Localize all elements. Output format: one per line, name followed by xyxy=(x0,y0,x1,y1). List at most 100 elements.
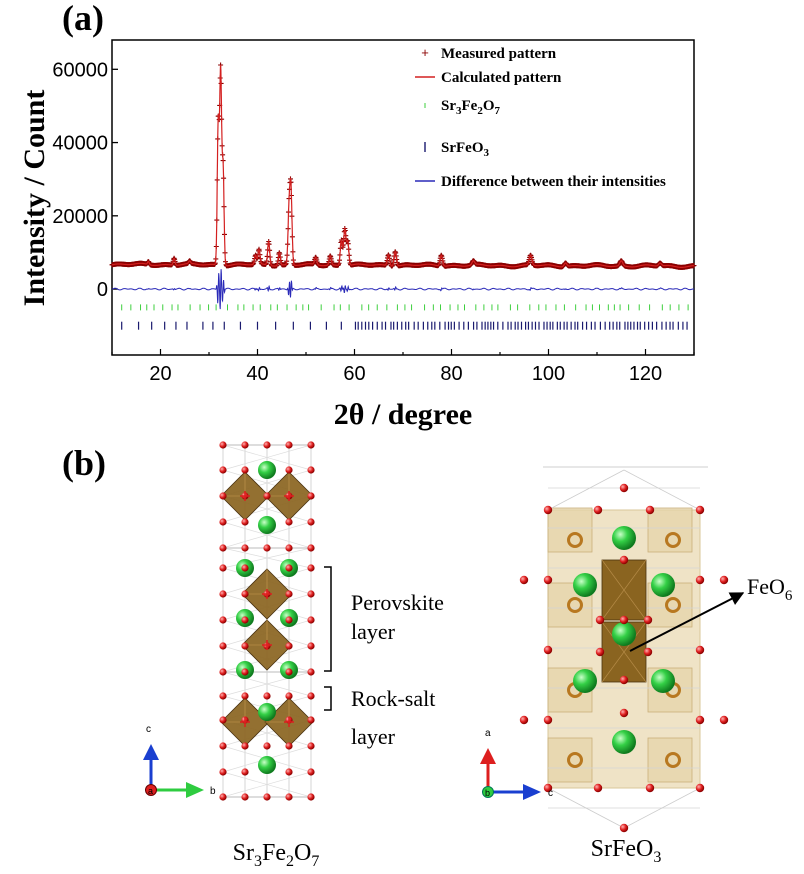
sr3fe2o7-caption: Sr3Fe2O7 xyxy=(233,840,320,870)
o-atom xyxy=(219,492,227,500)
o-atom xyxy=(285,793,293,801)
o-atom xyxy=(307,716,315,724)
right-axis-a-label: a xyxy=(485,728,491,739)
fe-atom xyxy=(240,491,250,501)
rocksalt-bracket xyxy=(324,686,332,711)
octahedron-tile xyxy=(647,737,693,783)
sr-atom xyxy=(258,461,276,479)
sr-atom xyxy=(612,526,636,550)
bond-line xyxy=(222,444,312,471)
o-atom xyxy=(219,590,227,598)
o-atom xyxy=(219,642,227,650)
o-atom xyxy=(241,692,249,700)
legend-difference-label: Difference between their intensities xyxy=(441,174,666,190)
fe-atom xyxy=(284,717,294,727)
left-axis-a-label: a xyxy=(148,786,153,796)
o-atom xyxy=(593,783,603,793)
y-tick-label: 20000 xyxy=(52,206,108,228)
x-tick-label: 120 xyxy=(629,363,662,385)
o-atom xyxy=(285,768,293,776)
o-atom xyxy=(285,544,293,552)
fe-atom xyxy=(665,752,681,768)
legend-srfeo3-label: SrFeO3 xyxy=(441,140,490,159)
o-atom xyxy=(285,616,293,624)
o-atom xyxy=(219,668,227,676)
o-atom xyxy=(645,505,655,515)
bond-line xyxy=(547,469,625,511)
srfeo3-structure xyxy=(519,466,729,833)
o-atom xyxy=(619,708,629,718)
o-atom xyxy=(719,575,729,585)
fe-atom xyxy=(665,597,681,613)
o-atom xyxy=(619,615,629,625)
o-atom xyxy=(307,642,315,650)
plot-frame xyxy=(111,39,695,356)
chart-legend: + Measured pattern Calculated pattern Sr… xyxy=(415,45,666,190)
fe-atom xyxy=(665,532,681,548)
o-atom xyxy=(695,645,705,655)
o-atom xyxy=(719,715,729,725)
o-atom xyxy=(241,518,249,526)
bond-line xyxy=(623,469,701,511)
o-atom xyxy=(307,492,315,500)
perovskite-label-line1: Perovskite xyxy=(351,590,444,615)
o-atom xyxy=(695,783,705,793)
rocksalt-label-line1: Rock-salt xyxy=(351,686,435,711)
o-atom xyxy=(219,716,227,724)
sr-atom xyxy=(258,756,276,774)
o-atom xyxy=(307,768,315,776)
o-atom xyxy=(241,616,249,624)
x-tick-label: 40 xyxy=(246,363,268,385)
o-atom xyxy=(219,692,227,700)
perovskite-label-line2: layer xyxy=(351,619,396,644)
o-atom xyxy=(219,441,227,449)
left-axis-c-arrowhead xyxy=(143,744,159,760)
o-atom xyxy=(219,616,227,624)
o-atom xyxy=(219,518,227,526)
o-atom xyxy=(619,675,629,685)
sr-atom xyxy=(258,516,276,534)
left-axis-a-origin xyxy=(145,784,157,796)
o-atom xyxy=(285,742,293,750)
o-atom xyxy=(219,768,227,776)
o-atom xyxy=(307,616,315,624)
y-tick-label: 60000 xyxy=(52,59,108,81)
y-axis-label: Intensity / Count xyxy=(18,90,51,307)
xrd-chart: 0 20000 40000 60000 20 40 60 80 100 120 xyxy=(52,39,697,385)
o-atom xyxy=(307,668,315,676)
o-atom xyxy=(219,466,227,474)
difference-curve xyxy=(111,269,694,310)
o-atom xyxy=(285,518,293,526)
sr-atom xyxy=(651,573,675,597)
o-atom xyxy=(543,783,553,793)
x-tick-label: 20 xyxy=(149,363,171,385)
o-atom xyxy=(695,715,705,725)
o-atom xyxy=(619,483,629,493)
o-atom xyxy=(241,668,249,676)
feo6-arrow xyxy=(629,592,745,652)
feo6-label: FeO6 xyxy=(747,574,793,604)
o-atom xyxy=(643,615,653,625)
x-axis-ticks: 20 40 60 80 100 120 xyxy=(111,349,695,385)
o-atom xyxy=(241,441,249,449)
bragg-reflection-ticks xyxy=(121,304,689,330)
y-tick-label: 0 xyxy=(97,279,108,301)
o-atom xyxy=(595,647,605,657)
panel-a-label: (a) xyxy=(62,0,104,38)
o-atom xyxy=(307,518,315,526)
right-axes-indicator: a c b xyxy=(480,728,553,800)
sr-atom xyxy=(573,573,597,597)
left-axis-c-label: c xyxy=(146,724,151,735)
o-atom xyxy=(263,742,271,750)
o-atom xyxy=(307,590,315,598)
bond-line xyxy=(547,787,625,829)
o-atom xyxy=(241,590,249,598)
left-axis-b-label: b xyxy=(210,786,216,797)
o-atom xyxy=(219,793,227,801)
calculated-pattern-line xyxy=(112,64,695,268)
sr-atom xyxy=(258,703,276,721)
bond-line xyxy=(222,671,312,697)
x-tick-label: 60 xyxy=(343,363,365,385)
y-axis-ticks: 0 20000 40000 60000 xyxy=(52,59,118,301)
